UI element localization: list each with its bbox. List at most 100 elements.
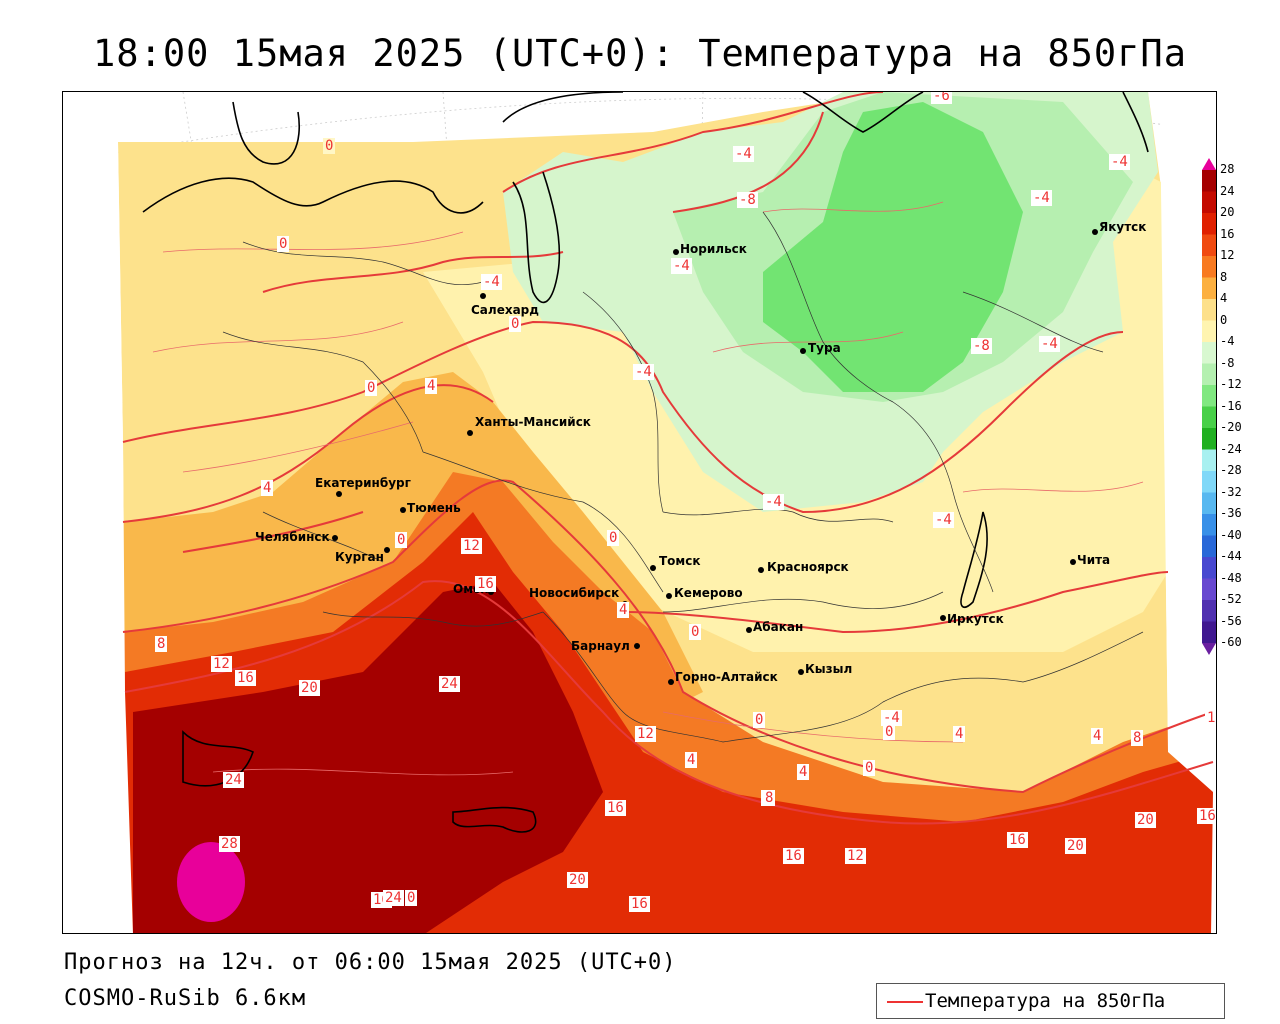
colorbar-tick-label: 12 [1220,248,1235,262]
city-label: Чита [1077,553,1111,567]
contour-label: -4 [1109,154,1130,170]
model-name: COSMO-RuSib 6.6км [64,986,307,1011]
city-labels: Норильск Якутск Салехард Тура Ханты-Манс… [63,92,1216,933]
city-label: Горно-Алтайск [675,670,778,684]
contour-label: -4 [1039,336,1060,352]
colorbar-top-arrow [1202,158,1216,170]
contour-labels: 0 -6 -4 -4 -4 0 -8 -4 -4 0 4 -4 -8 -4 4 … [63,92,1216,933]
contour-label: 16 [475,576,496,592]
city-label: Кызыл [805,662,853,676]
contour-label: -4 [1031,190,1052,206]
city-label: Ханты-Мансийск [475,415,591,429]
colorbar-tick-label: -16 [1220,398,1242,413]
isotherms [122,92,1214,825]
contour-label: 0 [277,236,290,252]
colorbar-tick-label: -48 [1220,570,1242,585]
colorbar-segment [1202,621,1216,643]
contour-label: 16 [629,896,650,912]
colorbar-segment [1202,600,1216,622]
colorbar-tick-label: -12 [1220,377,1242,391]
colorbar-segment [1202,449,1216,471]
colorbar-segment [1202,170,1216,192]
contour-label: 12 [635,726,656,742]
contour-label: 20 [567,872,588,888]
contour-label: 0 [689,624,702,640]
colorbar-segment [1202,320,1216,342]
contour-label: 4 [261,480,274,496]
map-title: 18:00 15мая 2025 (UTC+0): Температура на… [93,32,1187,75]
city-label: Абакан [753,620,804,634]
colorbar-tick-label: 4 [1220,291,1228,305]
colorbar-tick-label: 8 [1220,269,1228,284]
contour-label: 24 [223,772,244,788]
city-label: Салехард [471,303,539,317]
forecast-info: Прогноз на 12ч. от 06:00 15мая 2025 (UTC… [64,950,677,975]
colorbar-segment [1202,471,1216,493]
fine-isolines [152,201,1144,776]
contour-label: -8 [737,192,758,208]
temperature-map [63,92,1216,933]
zone-hottest [133,582,603,933]
contour-label: -4 [881,710,902,726]
contour-label: 12 [461,538,482,554]
colorbar-tick-label: -44 [1220,549,1242,563]
colorbar-tick-label: 20 [1220,205,1235,219]
contour-label: 0 [863,760,876,776]
city-label: Якутск [1099,220,1147,234]
colorbar-segment [1202,557,1216,579]
colorbar-tick-label: -8 [1220,355,1235,370]
map-panel: Норильск Якутск Салехард Тура Ханты-Манс… [62,91,1217,934]
colorbar-segment [1202,191,1216,213]
city-label: Томск [659,554,701,568]
colorbar-tick-label: 16 [1220,226,1235,241]
colorbar-segment [1202,514,1216,536]
contour-label: 8 [1131,730,1144,746]
contour-label: 20 [1065,838,1086,854]
colorbar-tick-label: -60 [1220,635,1242,649]
colorbar [1202,158,1216,655]
colorbar-tick-label: 28 [1220,162,1235,176]
city-label: Екатеринбург [315,476,411,490]
contour-label: -4 [633,364,654,380]
colorbar-tick-label: -56 [1220,613,1242,628]
contour-label: 0 [365,380,378,396]
colorbar-segment [1202,277,1216,299]
colorbar-tick-label: 24 [1220,183,1235,198]
contour-label: 8 [763,790,776,806]
city-label: Новосибирск [529,586,620,600]
contour-label: 12 [845,848,866,864]
contour-label: 0 [607,530,620,546]
contour-label: 0 [883,724,896,740]
contour-label: 28 [219,836,240,852]
contour-label: 24 [439,676,460,692]
contour-label: 4 [953,726,966,742]
colorbar-tick-label: -36 [1220,506,1242,520]
admin-borders [222,211,1144,743]
legend: Температура на 850гПа [876,983,1225,1019]
contour-label: 0 [753,712,766,728]
contour-label: -8 [971,338,992,354]
contour-label: -4 [763,494,784,510]
contour-label: 16 [235,670,256,686]
contour-label: -4 [933,512,954,528]
colorbar-segment [1202,363,1216,385]
city-label: Иркутск [947,612,1004,626]
contour-label: 12 [211,656,232,672]
city-label: Тюмень [407,501,461,515]
contour-label: -6 [931,92,952,104]
colorbar-segment [1202,256,1216,278]
contour-label: 20 [299,680,320,696]
colorbar-segment [1202,213,1216,235]
contour-label: 4 [617,602,630,618]
contour-label: 24 [383,890,404,906]
city-label: Норильск [680,242,747,256]
city-label: Кемерово [674,586,743,600]
coastlines [142,92,1149,833]
colorbar-segment [1202,535,1216,557]
colorbar-segment [1202,492,1216,514]
contour-label: -4 [671,258,692,274]
colorbar-bottom-arrow [1202,643,1216,655]
city-label: Челябинск [255,530,330,544]
contour-label: 4 [685,752,698,768]
contour-label: -4 [733,146,754,162]
